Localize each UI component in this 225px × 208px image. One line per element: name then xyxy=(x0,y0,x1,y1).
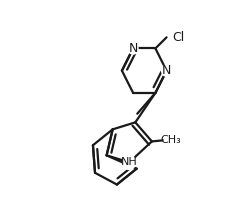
Text: N: N xyxy=(161,64,171,77)
Text: N: N xyxy=(128,42,137,55)
Text: CH₃: CH₃ xyxy=(160,135,180,145)
Circle shape xyxy=(122,155,135,170)
Circle shape xyxy=(161,65,171,76)
Circle shape xyxy=(128,43,137,54)
Text: Cl: Cl xyxy=(171,31,184,44)
Text: NH: NH xyxy=(120,157,137,167)
Circle shape xyxy=(163,134,177,149)
